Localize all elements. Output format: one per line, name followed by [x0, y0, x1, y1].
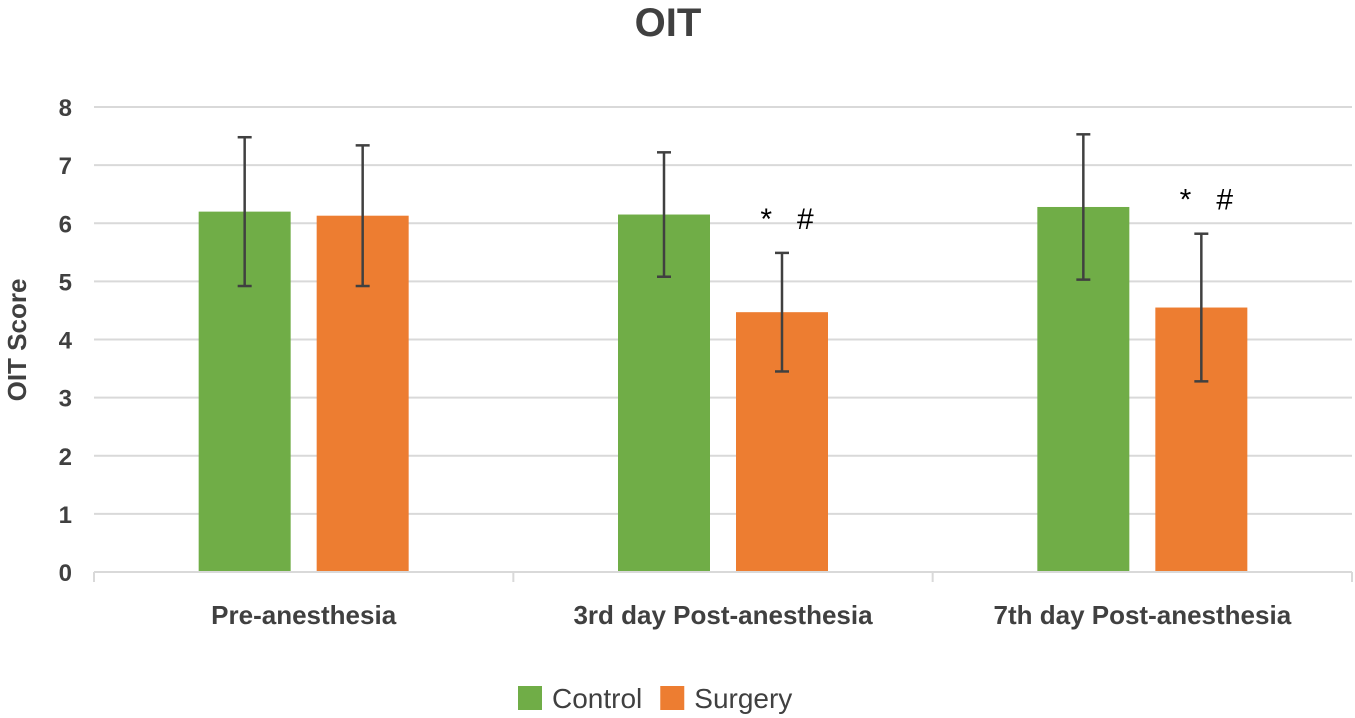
y-tick-label: 7 [59, 153, 72, 180]
bars [198, 206, 1248, 572]
error-bars [237, 133, 1209, 383]
chart-title: OIT [635, 1, 702, 45]
legend: Control Surgery [518, 683, 792, 714]
y-tick-label: 8 [59, 95, 72, 122]
y-tick-label: 6 [59, 211, 72, 238]
y-tick-label: 0 [59, 560, 72, 587]
legend-swatch-surgery [660, 686, 685, 710]
legend-swatch-control [518, 686, 542, 710]
y-axis-label: OIT Score [2, 279, 32, 402]
x-category-label: Pre-anesthesia [211, 600, 397, 630]
significance-marker: * # [760, 203, 814, 236]
x-axis-categories: Pre-anesthesia 3rd day Post-anesthesia 7th… [211, 600, 1292, 630]
significance-annotations: * # * # [760, 184, 1233, 236]
y-tick-label: 1 [59, 502, 72, 529]
gridlines [94, 106, 1352, 515]
significance-marker: * # [1180, 184, 1234, 217]
y-tick-label: 4 [59, 328, 73, 355]
x-axis [93, 571, 1353, 582]
y-axis-ticks: 0 1 2 3 4 5 6 7 8 [59, 95, 73, 587]
legend-label-control: Control [552, 683, 642, 714]
y-tick-label: 2 [59, 444, 72, 471]
y-tick-label: 5 [59, 269, 72, 296]
x-category-label: 7th day Post-anesthesia [994, 600, 1292, 630]
legend-label-surgery: Surgery [694, 683, 792, 714]
x-category-label: 3rd day Post-anesthesia [573, 600, 873, 630]
y-tick-label: 3 [59, 386, 72, 413]
